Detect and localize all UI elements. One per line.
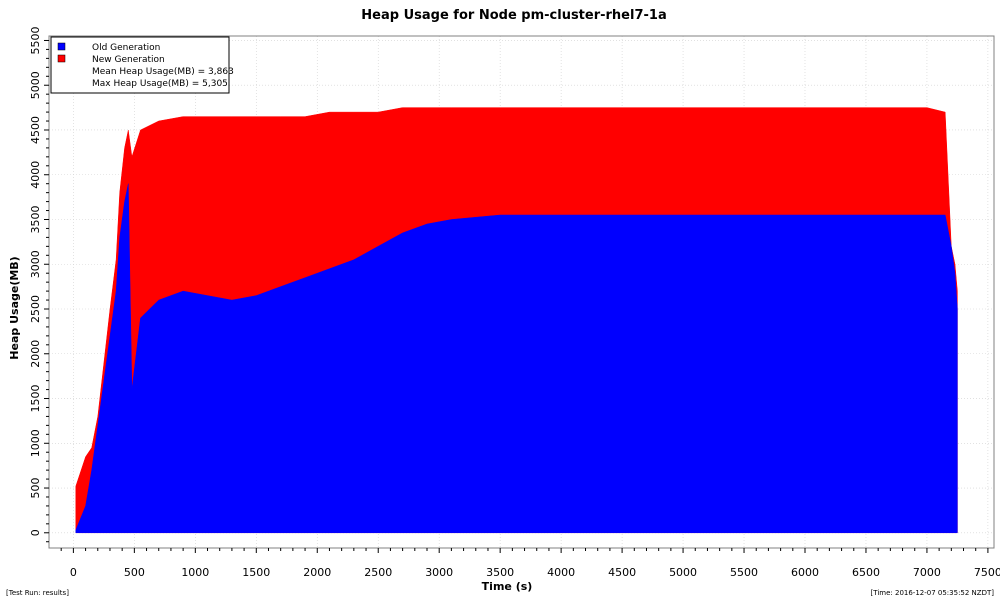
footer-timestamp: [Time: 2016-12-07 05:35:52 NZDT]	[870, 589, 994, 597]
plot-frame	[48, 35, 995, 549]
x-tick-label: 7500	[974, 566, 1000, 579]
footer-test-run: [Test Run: results]	[6, 589, 69, 597]
x-tick-label: 5000	[669, 566, 697, 579]
series-layer	[75, 107, 958, 534]
x-tick-label: 7000	[913, 566, 941, 579]
legend-swatch-new-generation	[57, 54, 66, 63]
legend-label-new-generation: New Generation	[92, 55, 165, 65]
x-tick-label: 4000	[547, 566, 575, 579]
legend-swatch-old-generation	[57, 42, 66, 51]
x-tick-label: 2500	[364, 566, 392, 579]
x-tick-label: 3000	[425, 566, 453, 579]
x-tick-label: 6500	[852, 566, 880, 579]
x-tick-label: 0	[70, 566, 77, 579]
x-tick-label: 1000	[181, 566, 209, 579]
x-axis-title: Time (s)	[482, 580, 533, 593]
x-tick-label: 1500	[242, 566, 270, 579]
y-tick-label: 2000	[29, 340, 42, 368]
chart-title: Heap Usage for Node pm-cluster-rhel7-1a	[361, 8, 666, 23]
y-tick-label: 1000	[29, 429, 42, 457]
legend-label-old-generation: Old Generation	[92, 43, 160, 53]
y-tick-label: 5000	[29, 71, 42, 99]
x-tick-label: 500	[124, 566, 145, 579]
x-tick-label: 3500	[486, 566, 514, 579]
y-tick-label: 5500	[29, 26, 42, 54]
legend: Old Generation New Generation Mean Heap …	[50, 36, 234, 94]
x-tick-label: 2000	[303, 566, 331, 579]
legend-max-annotation: Max Heap Usage(MB) = 5,305	[92, 79, 228, 89]
x-tick-label: 4500	[608, 566, 636, 579]
y-axis-title: Heap Usage(MB)	[8, 256, 21, 359]
y-tick-label: 3500	[29, 205, 42, 233]
series-area-old-generation	[75, 183, 958, 534]
axis-layer: 0500100015002000250030003500400045005000…	[29, 26, 1000, 579]
y-tick-label: 4500	[29, 116, 42, 144]
y-tick-label: 0	[29, 529, 42, 536]
legend-box	[50, 36, 230, 94]
x-tick-label: 6000	[791, 566, 819, 579]
y-tick-label: 500	[29, 478, 42, 499]
y-tick-label: 2500	[29, 295, 42, 323]
legend-mean-annotation: Mean Heap Usage(MB) = 3,863	[92, 67, 234, 77]
y-tick-label: 3000	[29, 250, 42, 278]
x-tick-label: 5500	[730, 566, 758, 579]
y-tick-label: 1500	[29, 385, 42, 413]
y-tick-label: 4000	[29, 161, 42, 189]
